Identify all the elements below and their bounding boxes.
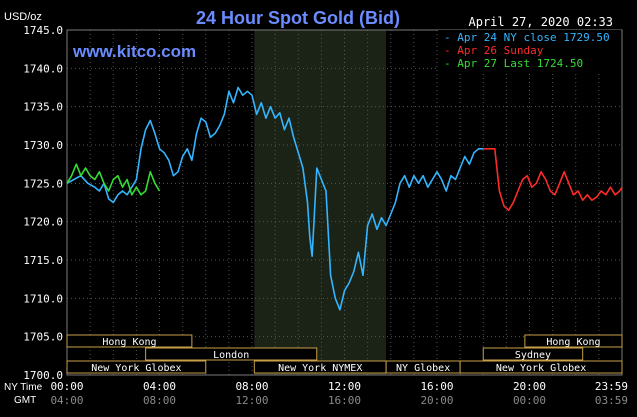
y-tick-label: 1715.0 [23, 254, 63, 267]
y-tick-label: 1720.0 [23, 216, 63, 229]
legend-entry: - Apr 27 Last 1724.50 [444, 57, 583, 70]
session-label: New York Globex [496, 363, 586, 374]
y-tick-label: 1730.0 [23, 139, 63, 152]
series-line [483, 148, 623, 211]
x-tick-label-ny: 12:00 [328, 380, 361, 393]
session-box [66, 360, 207, 374]
x-tick-label-ny: 00:00 [50, 380, 83, 393]
session-box [524, 334, 623, 348]
session-label: New York NYMEX [278, 363, 362, 374]
y-tick-label: 1740.0 [23, 62, 63, 75]
session-box [145, 347, 318, 361]
y-tick-label: 1745.0 [23, 24, 63, 37]
chart-timestamp: April 27, 2020 02:33 [469, 15, 614, 29]
x-tick-label-ny: 23:59 [595, 380, 628, 393]
y-axis-label: USD/oz [4, 11, 42, 23]
series-line [66, 86, 484, 311]
x-tick-label-gmt: 12:00 [235, 394, 268, 407]
session-box [66, 334, 193, 348]
legend-entry: - Apr 26 Sunday [444, 44, 544, 57]
x-tick-label-ny: 20:00 [513, 380, 546, 393]
x-tick-label-ny: 08:00 [235, 380, 268, 393]
x-axis-ticks: 00:0004:0004:0008:0008:0012:0012:0016:00… [50, 380, 628, 407]
session-label: Sydney [515, 350, 551, 361]
legend-entry: - Apr 24 NY close 1729.50 [444, 31, 610, 44]
y-tick-label: 1710.0 [23, 292, 63, 305]
session-box [482, 347, 584, 361]
gmt-label: GMT [14, 395, 36, 406]
ny-time-label: NY Time [4, 382, 43, 393]
nymex-session-highlight [254, 30, 387, 375]
plot-frame [66, 29, 623, 376]
chart-title: 24 Hour Spot Gold (Bid) [196, 8, 400, 28]
session-label: Hong Kong [102, 337, 156, 348]
session-label: NY Globex [396, 363, 450, 374]
y-tick-label: 1735.0 [23, 101, 63, 114]
session-label: Hong Kong [546, 337, 600, 348]
x-tick-label-gmt: 00:00 [513, 394, 546, 407]
y-tick-label: 1705.0 [23, 331, 63, 344]
grid [67, 29, 622, 376]
legend-box [438, 30, 621, 72]
series-line [66, 163, 161, 196]
x-tick-label-ny: 04:00 [143, 380, 176, 393]
brand-watermark: www.kitco.com [72, 42, 196, 61]
legend: - Apr 24 NY close 1729.50- Apr 26 Sunday… [438, 30, 621, 72]
x-tick-label-gmt: 03:59 [595, 394, 628, 407]
market-sessions: Hong Kong London New York NYMEX NY Globex Ne… [66, 334, 623, 374]
y-axis-ticks: 1745.0 1740.0 1735.0 1730.0 1725.0 1720.0 1715… [23, 24, 63, 382]
session-label: London [213, 350, 249, 361]
x-tick-label-gmt: 20:00 [420, 394, 453, 407]
x-tick-label-gmt: 08:00 [143, 394, 176, 407]
session-box [459, 360, 623, 374]
session-label: New York Globex [91, 363, 181, 374]
x-tick-label-gmt: 16:00 [328, 394, 361, 407]
x-tick-label-ny: 16:00 [420, 380, 453, 393]
x-tick-label-gmt: 04:00 [50, 394, 83, 407]
y-tick-label: 1700.0 [23, 369, 63, 382]
y-tick-label: 1725.0 [23, 177, 63, 190]
price-series [66, 86, 623, 311]
